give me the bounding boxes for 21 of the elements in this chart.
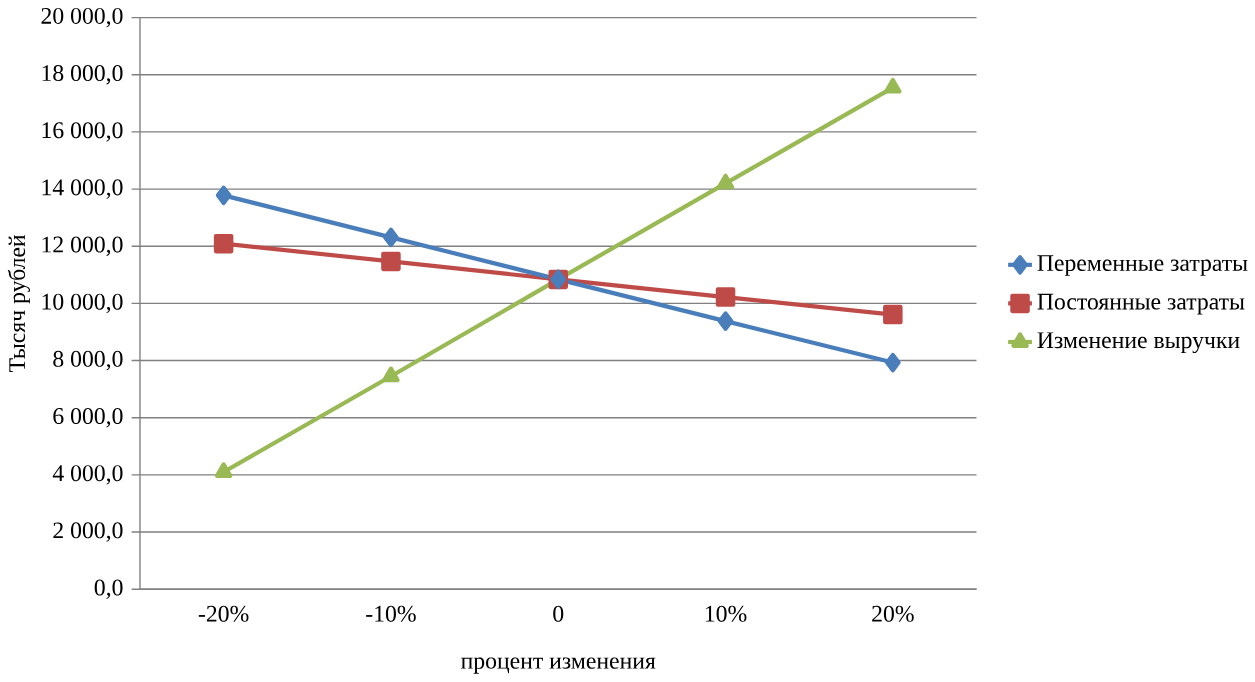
legend-label: Постоянные затраты [1037, 294, 1245, 315]
y-tick-label: 10 000,0 [42, 293, 123, 314]
x-tick-label: -10% [366, 605, 416, 623]
x-tick-label: -20% [198, 605, 249, 623]
x-tick-label: 0 [553, 605, 564, 622]
legend-label: Переменные затраты [1037, 255, 1248, 277]
x-tick-label: 10% [705, 605, 747, 623]
y-tick-label: 4 000,0 [52, 465, 123, 485]
legend-label: Изменение выручки [1037, 332, 1240, 354]
y-tick-label: 16 000,0 [42, 122, 123, 142]
x-axis-title: процент изменения [461, 657, 656, 674]
y-tick-label: 8 000,0 [53, 351, 123, 371]
x-tick-label: 20% [872, 605, 914, 623]
y-tick-label: 2 000,0 [53, 522, 123, 542]
y-tick-label: 20 000,0 [41, 8, 123, 28]
y-axis-title: Тысяч рублей [7, 235, 30, 373]
y-tick-label: 14 000,0 [42, 179, 123, 200]
y-tick-label: 18 000,0 [42, 65, 123, 85]
y-tick-label: 12 000,0 [42, 236, 123, 257]
y-tick-label: 6 000,0 [53, 408, 123, 428]
y-tick-label: 0,0 [94, 579, 123, 600]
